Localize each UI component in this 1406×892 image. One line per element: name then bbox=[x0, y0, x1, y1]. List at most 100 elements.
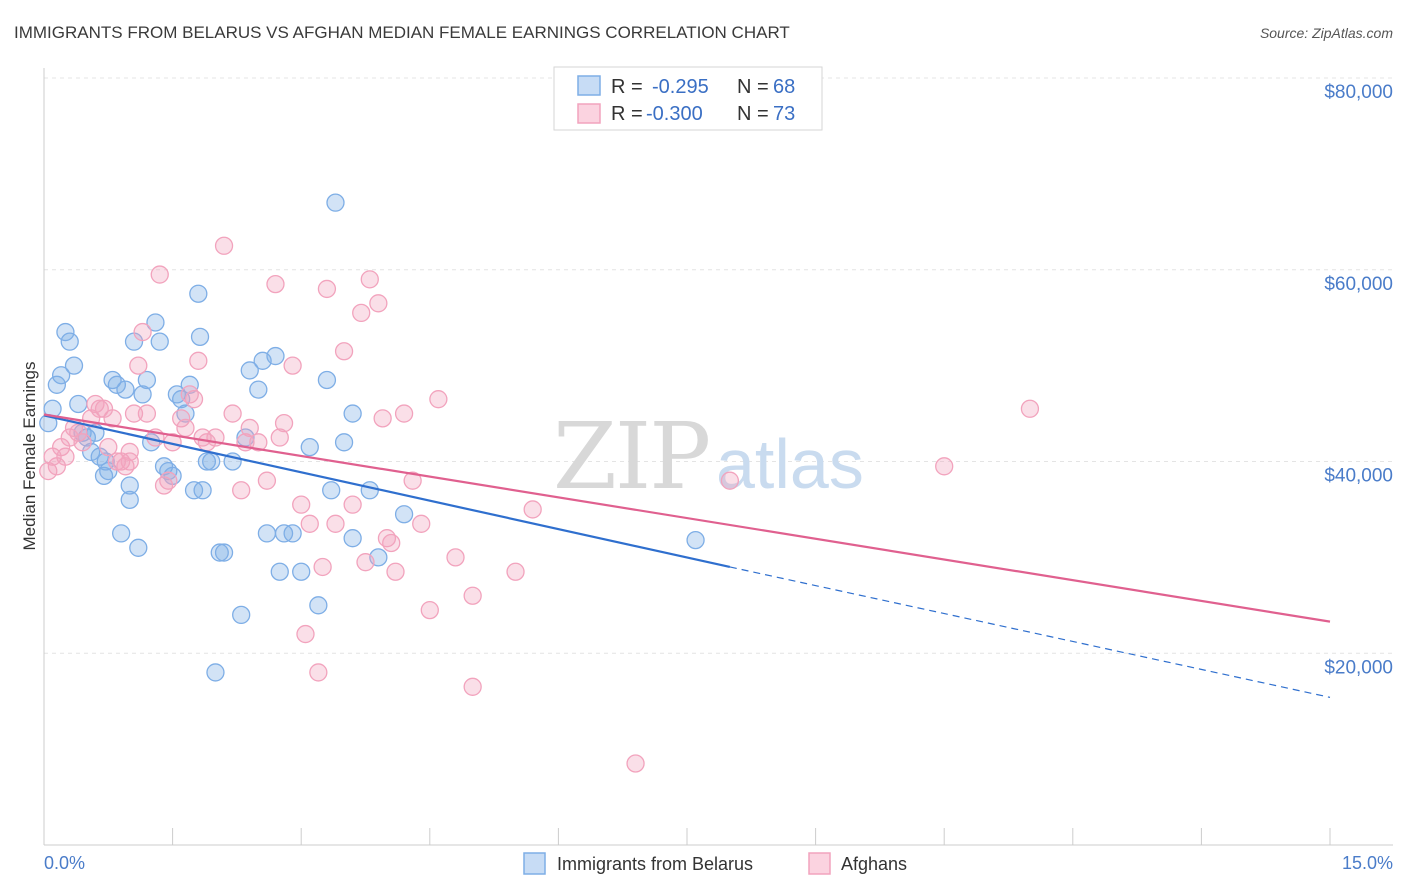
point-belarus bbox=[60, 332, 79, 351]
point-afghans bbox=[360, 270, 379, 289]
point-afghans bbox=[184, 390, 204, 409]
point-belarus bbox=[107, 375, 127, 394]
legend-n-label-belarus: N = bbox=[737, 76, 769, 98]
point-belarus bbox=[270, 562, 289, 581]
point-belarus bbox=[214, 543, 234, 562]
point-belarus bbox=[116, 380, 135, 399]
point-afghans bbox=[403, 471, 422, 490]
y-tick-label: $20,000 bbox=[1324, 657, 1393, 678]
point-afghans bbox=[232, 481, 251, 500]
point-afghans bbox=[1020, 399, 1040, 418]
point-afghans bbox=[240, 418, 259, 438]
trend-line-belarus bbox=[43, 414, 731, 569]
x-tick-marks bbox=[43, 828, 1331, 845]
chart-source: Source: ZipAtlas.com bbox=[1260, 25, 1393, 41]
point-belarus bbox=[112, 524, 131, 543]
watermark: ZIP atlas bbox=[553, 403, 864, 510]
point-afghans bbox=[356, 553, 375, 572]
legend-r-label-afghans: R = bbox=[611, 103, 643, 125]
point-afghans bbox=[420, 600, 439, 620]
point-afghans bbox=[429, 390, 448, 409]
point-belarus bbox=[120, 476, 139, 495]
point-belarus bbox=[334, 433, 354, 452]
y-tick-label: $60,000 bbox=[1324, 274, 1393, 295]
point-afghans bbox=[300, 514, 319, 533]
chart-title: IMMIGRANTS FROM BELARUS VS AFGHAN MEDIAN… bbox=[14, 23, 790, 42]
point-afghans bbox=[257, 471, 277, 490]
point-afghans bbox=[159, 471, 178, 490]
trend-line-extension-belarus bbox=[729, 566, 1331, 698]
point-afghans bbox=[373, 409, 392, 428]
point-afghans bbox=[249, 433, 268, 452]
point-belarus bbox=[232, 605, 251, 625]
legend-swatch-afghans bbox=[577, 103, 601, 124]
legend-r-label-belarus: R = bbox=[611, 76, 643, 98]
legend-box: R = -0.295 N = 68 R = -0.300 N = 73 bbox=[553, 66, 823, 131]
point-belarus bbox=[240, 361, 259, 380]
point-belarus bbox=[56, 322, 75, 342]
point-belarus bbox=[197, 452, 217, 471]
point-belarus bbox=[172, 390, 191, 409]
watermark-zip: ZIP bbox=[553, 403, 709, 510]
point-belarus bbox=[69, 394, 88, 414]
bottom-legend: Immigrants from Belarus Afghans bbox=[523, 852, 907, 875]
point-afghans bbox=[107, 452, 127, 471]
legend-n-value-afghans: 73 bbox=[773, 103, 795, 125]
point-afghans bbox=[317, 279, 337, 299]
point-afghans bbox=[343, 495, 362, 514]
point-belarus bbox=[322, 481, 341, 500]
point-belarus bbox=[190, 327, 210, 347]
point-afghans bbox=[172, 409, 191, 428]
point-afghans bbox=[313, 557, 332, 577]
point-afghans bbox=[56, 447, 75, 466]
point-belarus bbox=[257, 524, 277, 543]
point-belarus bbox=[47, 375, 67, 394]
bottom-legend-label-afghans: Afghans bbox=[841, 854, 907, 874]
point-afghans bbox=[463, 677, 482, 696]
point-belarus bbox=[133, 385, 152, 404]
point-belarus bbox=[180, 375, 199, 394]
point-afghans bbox=[274, 413, 294, 433]
point-afghans bbox=[90, 399, 109, 418]
point-afghans bbox=[334, 342, 354, 361]
data-points bbox=[39, 193, 1040, 773]
point-afghans bbox=[129, 356, 148, 375]
point-afghans bbox=[189, 351, 208, 370]
point-belarus bbox=[300, 437, 319, 457]
point-afghans bbox=[309, 663, 328, 682]
point-afghans bbox=[39, 461, 58, 481]
point-afghans bbox=[137, 404, 157, 423]
trend-line-afghans bbox=[43, 413, 1331, 623]
point-belarus bbox=[64, 356, 84, 375]
point-afghans bbox=[352, 303, 371, 323]
point-afghans bbox=[133, 322, 152, 342]
point-belarus bbox=[249, 380, 268, 399]
point-afghans bbox=[446, 548, 465, 567]
point-belarus bbox=[343, 529, 362, 548]
point-belarus bbox=[317, 370, 337, 390]
point-afghans bbox=[326, 514, 345, 533]
bottom-legend-swatch-belarus bbox=[523, 852, 546, 875]
point-afghans bbox=[463, 586, 482, 605]
point-afghans bbox=[99, 437, 118, 457]
legend-r-value-belarus: -0.295 bbox=[652, 76, 709, 98]
x-tick-label-max: 15.0% bbox=[1342, 853, 1393, 873]
point-afghans bbox=[120, 442, 139, 462]
point-belarus bbox=[283, 524, 302, 543]
point-belarus bbox=[129, 538, 148, 557]
point-belarus bbox=[189, 284, 208, 303]
point-afghans bbox=[69, 423, 88, 442]
bottom-legend-swatch-afghans bbox=[808, 852, 831, 875]
legend-n-label-afghans: N = bbox=[737, 103, 769, 125]
point-belarus bbox=[343, 404, 362, 423]
point-belarus bbox=[266, 346, 285, 366]
point-afghans bbox=[296, 624, 315, 644]
point-belarus bbox=[150, 332, 169, 351]
y-axis-label: Median Female Earnings bbox=[20, 362, 39, 551]
point-belarus bbox=[360, 481, 379, 500]
point-afghans bbox=[270, 428, 289, 447]
point-afghans bbox=[223, 404, 242, 423]
point-afghans bbox=[935, 457, 954, 476]
x-tick-label-min: 0.0% bbox=[44, 853, 85, 873]
